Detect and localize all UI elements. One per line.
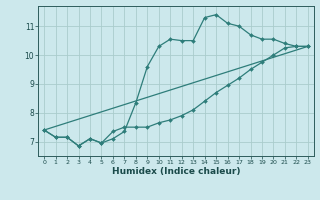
X-axis label: Humidex (Indice chaleur): Humidex (Indice chaleur) [112, 167, 240, 176]
